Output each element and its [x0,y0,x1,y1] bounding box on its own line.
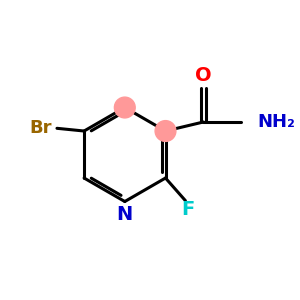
Circle shape [155,121,176,141]
Text: O: O [195,66,212,85]
Text: N: N [117,205,133,224]
Circle shape [114,97,135,118]
Text: NH₂: NH₂ [258,113,296,131]
Text: Br: Br [29,119,52,137]
Text: F: F [182,200,195,219]
